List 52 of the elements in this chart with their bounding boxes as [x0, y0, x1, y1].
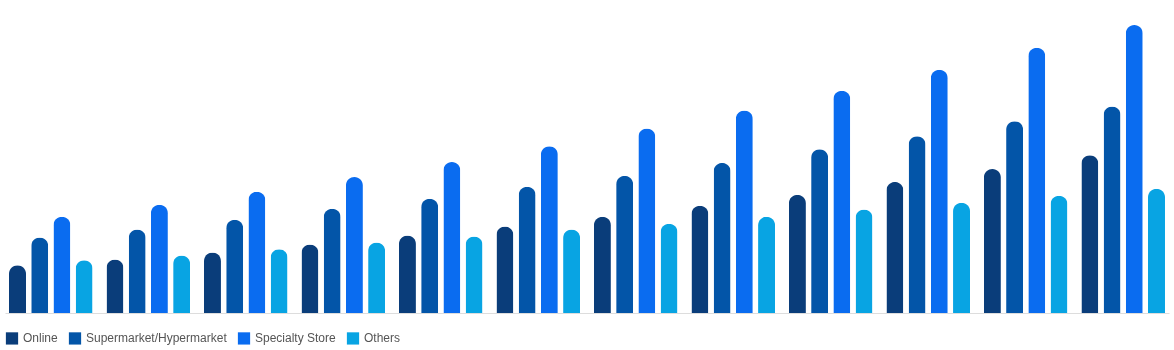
bar [788, 194, 806, 313]
bar [758, 216, 776, 313]
bar [1028, 47, 1046, 313]
bar [368, 242, 386, 313]
bar [983, 169, 1001, 313]
bar [150, 204, 168, 313]
bar [855, 209, 873, 313]
bar [593, 216, 611, 313]
legend-label: Specialty Store [255, 331, 337, 346]
bar [1081, 155, 1099, 313]
bar [1050, 195, 1068, 313]
bar [660, 223, 678, 313]
bar [75, 260, 93, 313]
bar [1103, 106, 1121, 313]
bar [1125, 25, 1143, 313]
bar [248, 191, 266, 313]
bar [128, 229, 146, 313]
bar [563, 229, 581, 313]
bar [735, 110, 753, 313]
bar [31, 237, 49, 313]
bar [908, 136, 926, 313]
bar [398, 235, 416, 313]
bar [53, 216, 71, 313]
bar [1148, 188, 1165, 313]
bar [226, 219, 244, 313]
legend-label: Others [364, 331, 401, 346]
bar [301, 244, 319, 313]
bar [638, 128, 656, 313]
bar [811, 149, 829, 313]
bar [323, 208, 341, 313]
bar [930, 69, 948, 313]
bar [270, 249, 288, 313]
bar [691, 205, 709, 313]
legend-label: Online [23, 331, 59, 346]
bar [616, 175, 634, 313]
legend-label: Supermarket/Hypermarket [86, 331, 228, 346]
bar [1006, 121, 1024, 313]
bar [203, 252, 221, 313]
bar [443, 162, 461, 313]
bar [173, 255, 191, 313]
bar [518, 186, 536, 313]
bar [9, 265, 26, 313]
bar [106, 259, 124, 313]
bar [421, 198, 439, 313]
bar [465, 236, 483, 313]
bar [496, 226, 514, 313]
bar [540, 146, 558, 313]
bar [886, 181, 904, 313]
bar [345, 177, 363, 313]
bar [953, 202, 971, 313]
bar [833, 90, 851, 313]
bar [713, 162, 731, 313]
